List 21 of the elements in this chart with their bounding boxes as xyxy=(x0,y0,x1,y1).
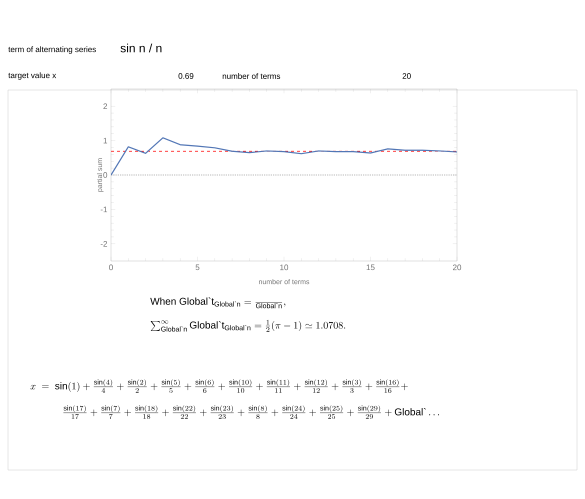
text: number of terms xyxy=(222,73,280,79)
y-tick-label: 0 xyxy=(103,172,108,178)
text: sin n / n xyxy=(120,44,162,52)
text: $\frac{\sin(17)}{17}+\frac{\sin(7)}{7}+\frac{\sin(18)}{18}+\frac{\sin(22)}{22}+\frac{\sin(23)}{23}+\frac{\sin(8)}{8}+\frac{\sin(24)}{24}+\frac{\sin(25)}{25}+\frac{\sin(29)}{29}+\text{Global\textasciigrave}\ldots$ xyxy=(63,405,440,419)
x-tick-label: 5 xyxy=(196,264,200,270)
text: $x\ =\ \sin(1)+\frac{\sin(4)}{4}+\frac{\sin(2)}{2}+\frac{\sin(5)}{5}+\frac{\sin(6)}{6}+\frac{\sin(10)}{10}+\frac{\sin(11)}{11}+\frac{\sin(12)}{12}+\frac{\sin(3)}{3}+\frac{\sin(16)}{16}+$ xyxy=(30,379,408,393)
line-series xyxy=(111,137,458,176)
x-tick-label: 0 xyxy=(109,264,113,270)
text: $\sum_{\text{Global\textasciigrave n}}^{\infty} \text{Global\textasciigrave t}_{\text{Global\textasciigrave n}} = \frac{1}{2}(\pi-1) \simeq 1.0708.$ xyxy=(150,320,346,332)
text: target value x xyxy=(8,72,56,80)
x-tick-label: 20 xyxy=(452,264,462,270)
x-tick-label: 10 xyxy=(280,264,288,270)
x-tick-label: 15 xyxy=(366,264,375,270)
text: 20 xyxy=(402,73,411,79)
y-tick-label: -1 xyxy=(100,206,108,212)
y-tick-label: 1 xyxy=(104,138,108,144)
text: 0.69 xyxy=(178,73,194,79)
text: term of alternating series xyxy=(8,46,96,54)
text: $\text{When Global\textasciigrave t}_{\text{Global\textasciigrave n}} = \frac{\phantom{\sin n}}{\text{Global\textasciigrave n}},$ xyxy=(150,297,286,308)
y-tick-label: 2 xyxy=(103,103,108,109)
y-tick-label: -2 xyxy=(100,241,108,247)
